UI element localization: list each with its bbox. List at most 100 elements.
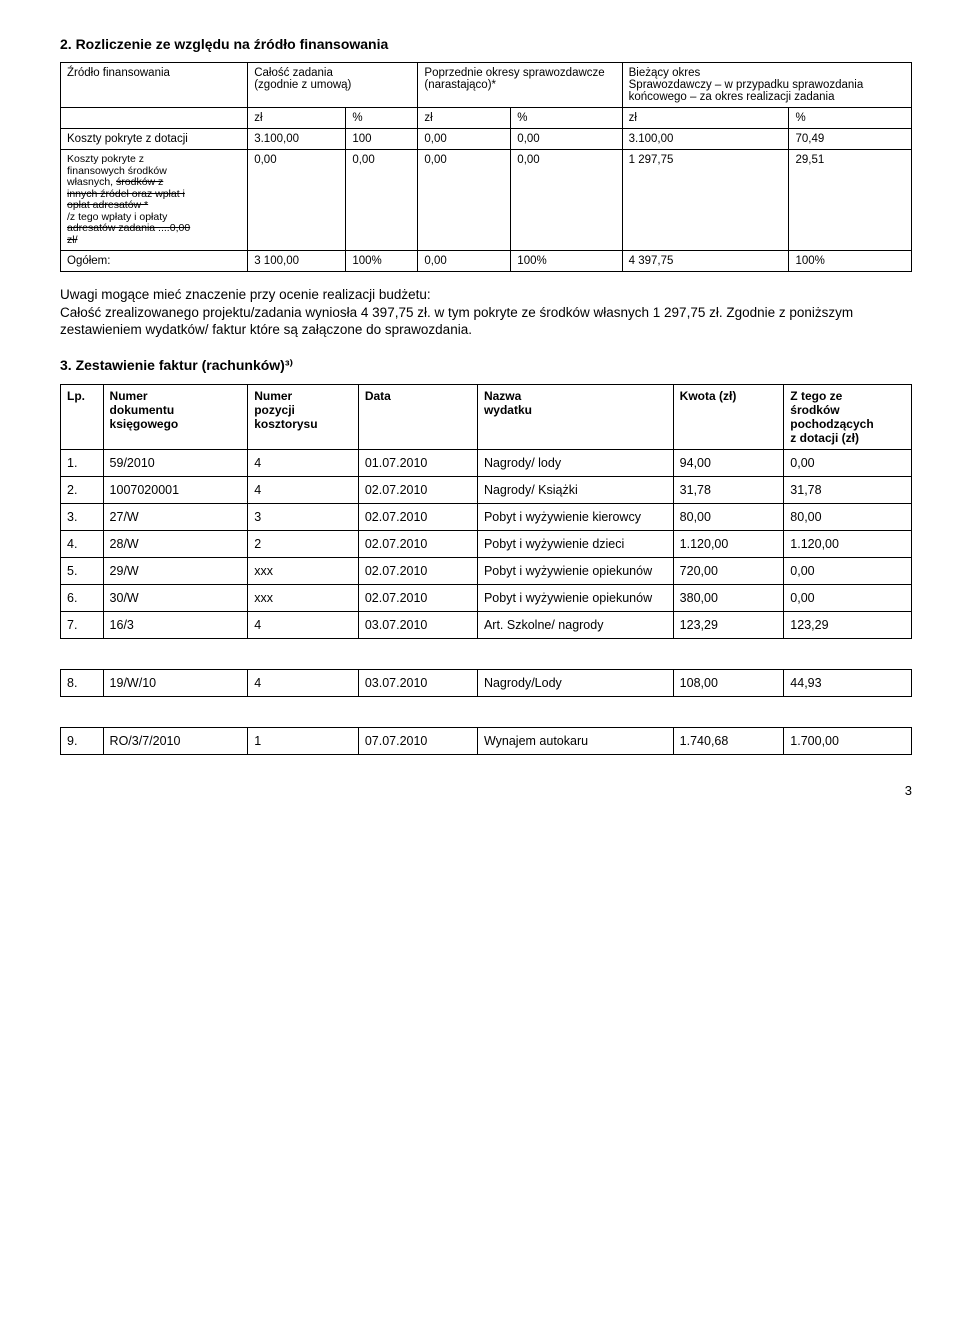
cell-poz: xxx [248, 585, 359, 612]
notes-line2: Całość zrealizowanego projektu/zadania w… [60, 305, 853, 338]
cell-name: Nagrody/Lody [477, 670, 673, 697]
invoice-table: Lp. Numerdokumentuksięgowego Numerpozycj… [60, 384, 912, 755]
t1-r3-v5: 4 397,75 [622, 251, 789, 272]
t1-r1-v4: 0,00 [511, 129, 622, 150]
cell-zt: 123,29 [784, 612, 912, 639]
cell-date: 02.07.2010 [358, 558, 477, 585]
t1-r2-v1: 0,00 [248, 150, 346, 251]
cell-date: 07.07.2010 [358, 728, 477, 755]
cell-poz: 4 [248, 612, 359, 639]
t1-u3: zł [418, 108, 511, 129]
cell-zt: 44,93 [784, 670, 912, 697]
t1-r3-v4: 100% [511, 251, 622, 272]
t2-h-zt: Z tego ześrodkówpochodzącychz dotacji (z… [784, 385, 912, 450]
section2-title: 2. Rozliczenie ze względu na źródło fina… [60, 36, 912, 52]
cell-poz: xxx [248, 558, 359, 585]
t1-r2-v2: 0,00 [346, 150, 418, 251]
t1-h2: Całość zadania(zgodnie z umową) [248, 63, 418, 108]
t1-r2-strike2: adresatów zadania ....0,00zł/ [67, 222, 190, 246]
cell-kw: 31,78 [673, 477, 784, 504]
cell-name: Art. Szkolne/ nagrody [477, 612, 673, 639]
cell-poz: 4 [248, 670, 359, 697]
cell-date: 02.07.2010 [358, 504, 477, 531]
t1-r1-v5: 3.100,00 [622, 129, 789, 150]
table-row: 5.29/Wxxx02.07.2010Pobyt i wyżywienie op… [61, 558, 912, 585]
cell-date: 01.07.2010 [358, 450, 477, 477]
t1-u6: % [789, 108, 912, 129]
cell-zt: 31,78 [784, 477, 912, 504]
cell-kw: 108,00 [673, 670, 784, 697]
cell-name: Nagrody/ lody [477, 450, 673, 477]
t1-r3-v3: 0,00 [418, 251, 511, 272]
cell-date: 03.07.2010 [358, 670, 477, 697]
notes-line1: Uwagi mogące mieć znaczenie przy ocenie … [60, 287, 431, 302]
cell-date: 02.07.2010 [358, 585, 477, 612]
t2-h-lp: Lp. [61, 385, 104, 450]
cell-lp: 5. [61, 558, 104, 585]
cell-doc: 16/3 [103, 612, 248, 639]
cell-name: Pobyt i wyżywienie opiekunów [477, 558, 673, 585]
t1-h4: Bieżący okresSprawozdawczy – w przypadku… [622, 63, 911, 108]
t1-r1-v1: 3.100,00 [248, 129, 346, 150]
table-row: 3.27/W302.07.2010Pobyt i wyżywienie kier… [61, 504, 912, 531]
spacer [61, 697, 912, 728]
t1-h3: Poprzednie okresy sprawozdawcze (narasta… [418, 63, 622, 108]
budget-notes: Uwagi mogące mieć znaczenie przy ocenie … [60, 286, 912, 339]
t1-r2-v4: 0,00 [511, 150, 622, 251]
t2-h-date: Data [358, 385, 477, 450]
cell-doc: 29/W [103, 558, 248, 585]
cell-lp: 1. [61, 450, 104, 477]
cell-kw: 123,29 [673, 612, 784, 639]
cell-kw: 80,00 [673, 504, 784, 531]
financing-table: Źródło finansowania Całość zadania(zgodn… [60, 62, 912, 272]
t1-r3-label: Ogółem: [61, 251, 248, 272]
cell-kw: 720,00 [673, 558, 784, 585]
t1-r3-v2: 100% [346, 251, 418, 272]
cell-name: Nagrody/ Książki [477, 477, 673, 504]
t1-r1-label: Koszty pokryte z dotacji [61, 129, 248, 150]
t1-r3-v1: 3 100,00 [248, 251, 346, 272]
cell-poz: 3 [248, 504, 359, 531]
table-row: 6.30/Wxxx02.07.2010Pobyt i wyżywienie op… [61, 585, 912, 612]
cell-zt: 0,00 [784, 585, 912, 612]
t1-r2-v6: 29,51 [789, 150, 912, 251]
t1-r1-v6: 70,49 [789, 129, 912, 150]
cell-doc: 1007020001 [103, 477, 248, 504]
t1-blank [61, 108, 248, 129]
cell-lp: 3. [61, 504, 104, 531]
cell-poz: 1 [248, 728, 359, 755]
t1-u1: zł [248, 108, 346, 129]
cell-name: Pobyt i wyżywienie opiekunów [477, 585, 673, 612]
table-row: 9.RO/3/7/2010107.07.2010Wynajem autokaru… [61, 728, 912, 755]
cell-doc: 27/W [103, 504, 248, 531]
t1-r1-v2: 100 [346, 129, 418, 150]
cell-poz: 2 [248, 531, 359, 558]
cell-lp: 7. [61, 612, 104, 639]
cell-kw: 380,00 [673, 585, 784, 612]
table-row: 4.28/W202.07.2010Pobyt i wyżywienie dzie… [61, 531, 912, 558]
t1-r3-v6: 100% [789, 251, 912, 272]
cell-zt: 0,00 [784, 558, 912, 585]
cell-lp: 6. [61, 585, 104, 612]
table-row: 2.1007020001402.07.2010Nagrody/ Książki3… [61, 477, 912, 504]
cell-kw: 1.120,00 [673, 531, 784, 558]
cell-kw: 94,00 [673, 450, 784, 477]
table-row: 8.19/W/10403.07.2010Nagrody/Lody108,0044… [61, 670, 912, 697]
cell-date: 02.07.2010 [358, 531, 477, 558]
cell-lp: 8. [61, 670, 104, 697]
t1-u2: % [346, 108, 418, 129]
page-number: 3 [60, 783, 912, 798]
cell-doc: 30/W [103, 585, 248, 612]
t1-r2-v3: 0,00 [418, 150, 511, 251]
cell-date: 03.07.2010 [358, 612, 477, 639]
spacer [61, 639, 912, 670]
t2-h-doc: Numerdokumentuksięgowego [103, 385, 248, 450]
cell-doc: RO/3/7/2010 [103, 728, 248, 755]
cell-doc: 28/W [103, 531, 248, 558]
cell-zt: 1.120,00 [784, 531, 912, 558]
t1-r1-v3: 0,00 [418, 129, 511, 150]
cell-lp: 9. [61, 728, 104, 755]
cell-lp: 2. [61, 477, 104, 504]
cell-doc: 19/W/10 [103, 670, 248, 697]
cell-poz: 4 [248, 450, 359, 477]
